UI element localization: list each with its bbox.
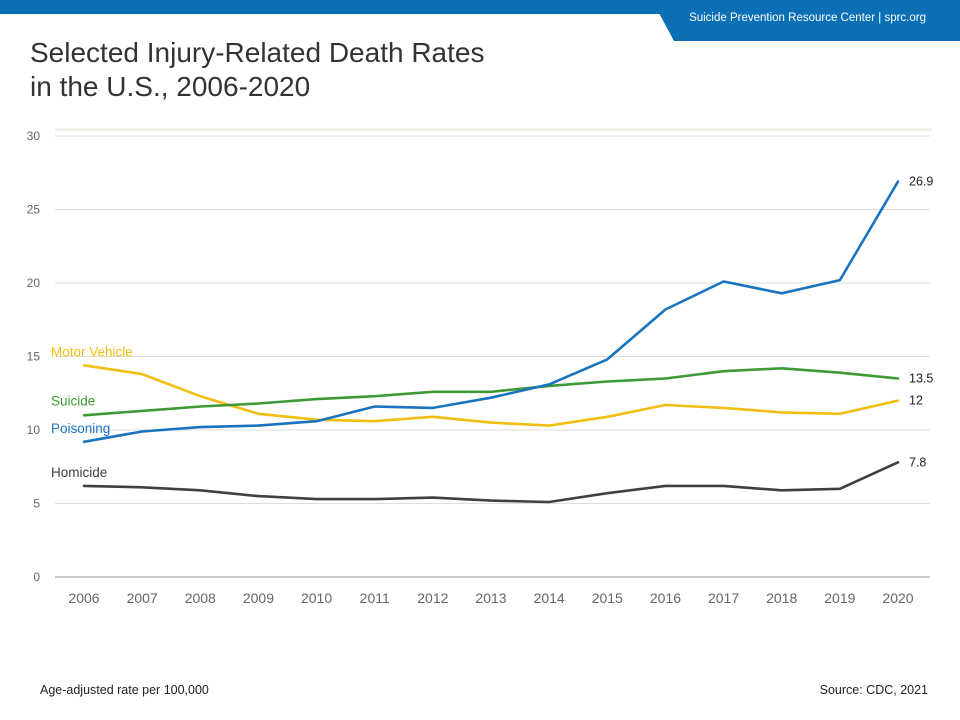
data-label-poisoning: 26.9 xyxy=(909,175,933,189)
series-line-poisoning xyxy=(82,180,900,444)
series-line-suicide xyxy=(82,366,900,417)
data-label-motor-vehicle: 12 xyxy=(909,394,923,408)
x-tick-label: 2009 xyxy=(243,590,274,606)
x-axis-tick-labels: 2006 2007 2008 2009 2010 2011 2012 2013 2014 2015… xyxy=(68,590,913,606)
source-note: Source: CDC, 2021 xyxy=(819,683,928,697)
x-tick-label: 2020 xyxy=(882,590,913,606)
x-tick-label: 2018 xyxy=(766,590,797,606)
series-line-homicide xyxy=(82,460,900,504)
chart-title-line-2: in the U.S., 2006-2020 xyxy=(30,71,311,102)
x-tick-label: 2006 xyxy=(68,590,99,606)
x-tick-label: 2015 xyxy=(592,590,623,606)
y-tick-label: 25 xyxy=(27,203,41,217)
x-tick-label: 2007 xyxy=(127,590,158,606)
series-label-homicide: Homicide xyxy=(51,465,107,480)
x-tick-label: 2017 xyxy=(708,590,739,606)
series-label-poisoning: Poisoning xyxy=(51,421,110,436)
x-tick-label: 2010 xyxy=(301,590,332,606)
y-tick-label: 5 xyxy=(33,497,40,511)
y-tick-label: 10 xyxy=(27,423,41,437)
x-tick-label: 2013 xyxy=(475,590,506,606)
y-tick-label: 0 xyxy=(33,570,40,584)
x-tick-label: 2019 xyxy=(824,590,855,606)
y-tick-label: 15 xyxy=(27,350,41,364)
y-axis-note: Age-adjusted rate per 100,000 xyxy=(40,683,209,697)
series-labels: Motor Vehicle 12 Suicide 13.5 Poisoning 26.9 H… xyxy=(51,175,933,480)
x-tick-label: 2008 xyxy=(185,590,216,606)
chart-title-line-1: Selected Injury-Related Death Rates xyxy=(30,37,485,68)
series-label-suicide: Suicide xyxy=(51,393,95,408)
y-tick-label: 20 xyxy=(27,276,41,290)
x-tick-label: 2014 xyxy=(534,590,565,606)
data-label-homicide: 7.8 xyxy=(909,455,926,469)
x-tick-label: 2016 xyxy=(650,590,681,606)
y-axis-tick-labels: 0 5 10 15 20 25 30 xyxy=(27,129,41,584)
top-band xyxy=(55,128,932,131)
y-tick-label: 30 xyxy=(27,129,41,143)
banner-text: Suicide Prevention Resource Center | spr… xyxy=(689,12,926,24)
x-tick-label: 2011 xyxy=(360,590,390,606)
series-lines xyxy=(82,180,900,504)
brand-banner: Suicide Prevention Resource Center | spr… xyxy=(652,0,960,41)
series-label-motor-vehicle: Motor Vehicle xyxy=(51,344,133,359)
x-tick-label: 2012 xyxy=(417,590,448,606)
data-label-suicide: 13.5 xyxy=(909,372,933,386)
chart-title: Selected Injury-Related Death Rates in t… xyxy=(30,36,484,104)
gridlines xyxy=(55,128,932,578)
series-line-motor-vehicle xyxy=(82,363,900,427)
